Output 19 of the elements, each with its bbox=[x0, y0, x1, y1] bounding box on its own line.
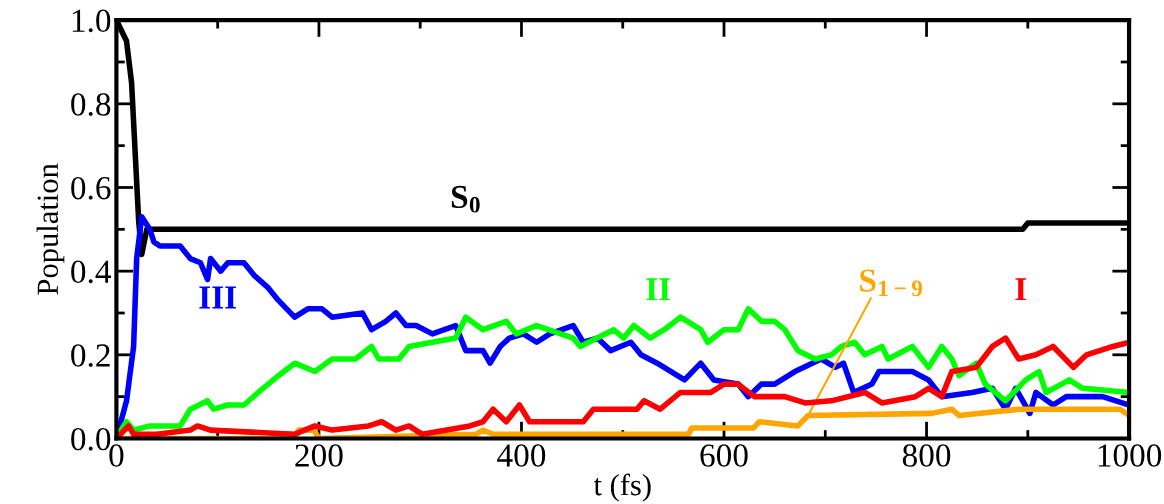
x-tick-label: 1000 bbox=[1098, 444, 1162, 467]
y-tick-label: 0.4 bbox=[71, 260, 112, 284]
series-label: I bbox=[1015, 278, 1027, 301]
series-label: II bbox=[646, 278, 671, 301]
y-tick-label: 0.6 bbox=[71, 176, 111, 200]
x-tick-label: 0 bbox=[109, 444, 124, 467]
x-axis-title: t (fs) bbox=[593, 473, 651, 502]
y-tick-label: 0.8 bbox=[71, 93, 111, 116]
text: S$_{1−9}$ bbox=[860, 269, 923, 297]
y-tick-label: 1.0 bbox=[72, 9, 111, 33]
y-axis-title: Population bbox=[36, 163, 65, 295]
series-label: III bbox=[199, 286, 236, 309]
x-tick-label: 600 bbox=[700, 444, 748, 467]
y-tick-label: 0.2 bbox=[71, 344, 110, 367]
series-label: S$_{0}$ bbox=[451, 185, 480, 213]
x-tick-label: 400 bbox=[497, 444, 546, 467]
x-tick-label: 800 bbox=[902, 444, 951, 467]
y-tick-label: 0.0 bbox=[71, 427, 111, 451]
x-tick-label: 200 bbox=[295, 444, 343, 467]
